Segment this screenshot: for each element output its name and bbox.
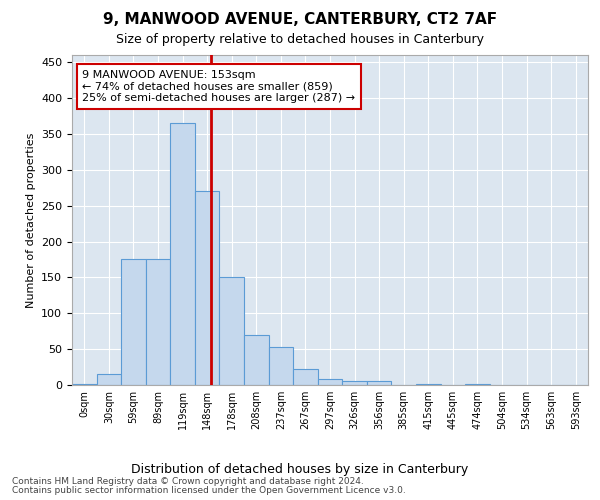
Bar (146, 260, 170, 385)
Bar (342, 382, 367, 385)
Bar (318, 380, 342, 385)
Y-axis label: Number of detached properties: Number of detached properties (26, 132, 35, 308)
Bar (465, 384, 490, 385)
Bar (367, 380, 391, 385)
Bar (293, 369, 318, 385)
Text: Distribution of detached houses by size in Canterbury: Distribution of detached houses by size … (131, 462, 469, 475)
Bar (416, 384, 440, 385)
Bar (97, 374, 121, 385)
Bar (220, 278, 244, 385)
Text: Contains HM Land Registry data © Crown copyright and database right 2024.: Contains HM Land Registry data © Crown c… (12, 477, 364, 486)
Bar (72, 384, 97, 385)
Bar (170, 123, 195, 385)
Bar (195, 192, 220, 385)
Text: Contains public sector information licensed under the Open Government Licence v3: Contains public sector information licen… (12, 486, 406, 495)
Bar (269, 347, 293, 385)
Bar (121, 260, 146, 385)
Text: Size of property relative to detached houses in Canterbury: Size of property relative to detached ho… (116, 32, 484, 46)
Text: 9 MANWOOD AVENUE: 153sqm
← 74% of detached houses are smaller (859)
25% of semi-: 9 MANWOOD AVENUE: 153sqm ← 74% of detach… (82, 70, 355, 103)
Text: 9, MANWOOD AVENUE, CANTERBURY, CT2 7AF: 9, MANWOOD AVENUE, CANTERBURY, CT2 7AF (103, 12, 497, 28)
Bar (244, 335, 269, 385)
